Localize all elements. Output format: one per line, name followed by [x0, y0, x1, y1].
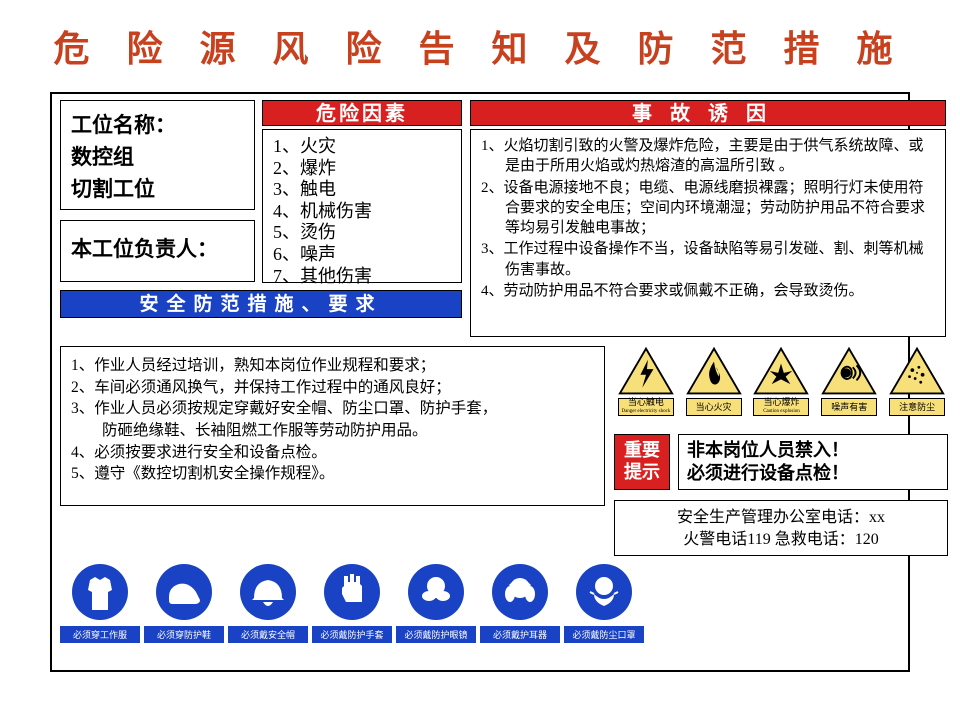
station-box: 工位名称： 数控组 切割工位	[60, 100, 255, 210]
risk-header: 危险因素	[262, 100, 462, 126]
measure-item: 5、遵守《数控切割机安全操作规程》。	[71, 463, 594, 485]
warning-signs-row: 当心触电Danger electricity shock 当心火灾 当心爆炸Ca…	[614, 346, 949, 426]
manager-box: 本工位负责人：	[60, 220, 255, 282]
warn-noise-icon: 噪声有害	[817, 346, 881, 426]
cause-item: 1、火焰切割引致的火警及爆炸危险，主要是由于供气系统故障、或是由于所用火焰或灼热…	[481, 136, 935, 177]
ppe-label: 必须戴护耳器	[480, 626, 560, 643]
risk-item: 6、噪声	[273, 244, 451, 266]
station-name-2: 切割工位	[71, 173, 244, 203]
warn-label: 当心爆炸	[755, 398, 807, 407]
cause-item: 4、劳动防护用品不符合要求或佩戴不正确，会导致烫伤。	[481, 281, 935, 301]
risk-item: 4、机械伤害	[273, 201, 451, 223]
risk-item: 1、火灾	[273, 136, 451, 158]
warn-label: 注意防尘	[891, 403, 943, 412]
ppe-label: 必须穿工作服	[60, 626, 140, 643]
warn-label: 当心火灾	[688, 403, 740, 412]
ppe-label: 必须穿防护鞋	[144, 626, 224, 643]
ppe-label: 必须戴安全帽	[228, 626, 308, 643]
ppe-workwear-icon: 必须穿工作服	[60, 562, 140, 668]
cause-item: 3、工作过程中设备操作不当，设备缺陷等易引发碰、割、刺等机械伤害事故。	[481, 239, 935, 280]
measure-item: 3、作业人员必须按规定穿戴好安全帽、防尘口罩、防护手套，	[71, 398, 594, 420]
main-title: 危 险 源 风 险 告 知 及 防 范 措 施	[50, 20, 910, 72]
measure-header: 安全防范措施、要求	[60, 290, 462, 318]
notice-badge-text: 重要提示	[624, 440, 660, 483]
ppe-shoes-icon: 必须穿防护鞋	[144, 562, 224, 668]
measure-item: 防砸绝缘鞋、长袖阻燃工作服等劳动防护用品。	[71, 420, 594, 442]
phone-line: 安全生产管理办公室电话：xx	[625, 507, 937, 529]
warn-explosion-icon: 当心爆炸Caution explosion	[750, 346, 814, 426]
notice-line: 必须进行设备点检！	[687, 462, 939, 485]
ppe-label: 必须戴防尘口罩	[564, 626, 644, 643]
risk-item: 5、烫伤	[273, 222, 451, 244]
measure-body: 1、作业人员经过培训，熟知本岗位作业规程和要求； 2、车间必须通风换气，并保持工…	[60, 346, 605, 506]
ppe-label: 必须戴防护手套	[312, 626, 392, 643]
ppe-helmet-icon: 必须戴安全帽	[228, 562, 308, 668]
ppe-goggles-icon: 必须戴防护眼镜	[396, 562, 476, 668]
ppe-earplug-icon: 必须戴护耳器	[480, 562, 560, 668]
cause-item: 2、设备电源接地不良；电缆、电源线磨损裸露；照明行灯未使用符合要求的安全电压；空…	[481, 178, 935, 239]
warn-label: 当心触电	[620, 398, 672, 407]
ppe-mask-icon: 必须戴防尘口罩	[564, 562, 644, 668]
page: 危 险 源 风 险 告 知 及 防 范 措 施 工位名称： 数控组 切割工位 本…	[0, 0, 960, 720]
ppe-signs-row: 必须穿工作服 必须穿防护鞋 必须戴安全帽 必须戴防护手套 必须戴防护眼镜 必须戴…	[60, 562, 606, 668]
cause-body: 1、火焰切割引致的火警及爆炸危险，主要是由于供气系统故障、或是由于所用火焰或灼热…	[470, 129, 946, 337]
phone-line: 火警电话119 急救电话：120	[625, 529, 937, 551]
station-label: 工位名称：	[71, 109, 244, 139]
notice-text-box: 非本岗位人员禁入！ 必须进行设备点检！	[678, 434, 948, 490]
warn-electric-icon: 当心触电Danger electricity shock	[614, 346, 678, 426]
risk-item: 2、爆炸	[273, 158, 451, 180]
ppe-label: 必须戴防护眼镜	[396, 626, 476, 643]
phone-box: 安全生产管理办公室电话：xx 火警电话119 急救电话：120	[614, 500, 948, 556]
measure-item: 2、车间必须通风换气，并保持工作过程中的通风良好；	[71, 377, 594, 399]
risk-body: 1、火灾 2、爆炸 3、触电 4、机械伤害 5、烫伤 6、噪声 7、其他伤害	[262, 129, 462, 283]
warn-dust-icon: 注意防尘	[885, 346, 949, 426]
risk-item: 3、触电	[273, 179, 451, 201]
content-frame: 工位名称： 数控组 切割工位 本工位负责人： 危险因素 1、火灾 2、爆炸 3、…	[50, 92, 910, 672]
notice-line: 非本岗位人员禁入！	[687, 439, 939, 462]
warn-fire-icon: 当心火灾	[682, 346, 746, 426]
warn-label: 噪声有害	[823, 403, 875, 412]
station-name-1: 数控组	[71, 141, 244, 171]
notice-badge: 重要提示	[614, 434, 670, 490]
measure-item: 4、必须按要求进行安全和设备点检。	[71, 442, 594, 464]
measure-item: 1、作业人员经过培训，熟知本岗位作业规程和要求；	[71, 355, 594, 377]
ppe-gloves-icon: 必须戴防护手套	[312, 562, 392, 668]
risk-item: 7、其他伤害	[273, 266, 451, 288]
manager-label: 本工位负责人：	[71, 233, 244, 263]
cause-header: 事故诱因	[470, 100, 946, 126]
